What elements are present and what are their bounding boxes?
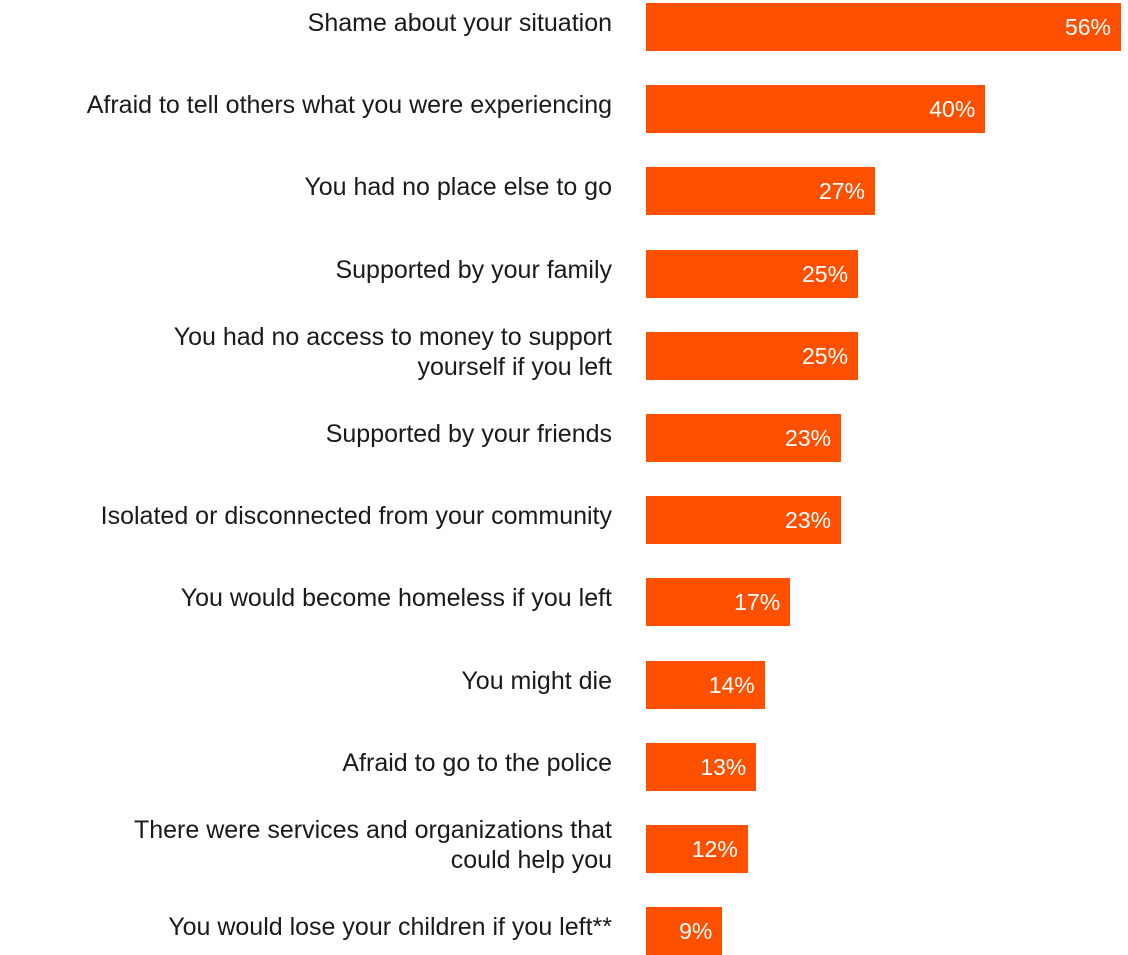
bar: [646, 742, 757, 791]
category-label-line: You might die: [461, 666, 612, 695]
bar: [646, 578, 791, 627]
bar-value-label: 40%: [929, 96, 976, 123]
category-label-line: yourself if you left: [417, 352, 612, 381]
bar: [646, 3, 1121, 51]
bar-value-label: 12%: [691, 836, 738, 862]
category-label-line: could help you: [450, 846, 612, 874]
bar: [646, 660, 765, 709]
category-label-line: You had no access to money to support: [173, 322, 612, 351]
category-label: You might die: [0, 666, 612, 696]
bar-value-label: 25%: [802, 260, 849, 287]
category-label-line: There were services and organizations th…: [133, 816, 612, 844]
bar-value-label: 14%: [708, 671, 755, 698]
category-label: You had no place else to go: [0, 172, 612, 202]
category-label-line: Isolated or disconnected from your commu…: [100, 502, 612, 531]
category-label: You would become homeless if you left: [0, 583, 612, 613]
bar: [646, 249, 859, 298]
category-label-line: Shame about your situation: [307, 9, 612, 37]
category-label: Afraid to go to the police: [0, 748, 612, 778]
bar-value-label: 17%: [734, 589, 781, 616]
category-label-line: Afraid to go to the police: [342, 748, 612, 777]
bar-value-label: 9%: [679, 918, 713, 945]
category-label-line: You had no place else to go: [304, 173, 612, 202]
category-label: Supported by your friends: [0, 419, 612, 449]
category-label: Isolated or disconnected from your commu…: [0, 501, 612, 531]
category-label-line: You would become homeless if you left: [180, 584, 612, 613]
bar-value-label: 23%: [785, 507, 832, 534]
bar-value-label: 23%: [785, 425, 832, 451]
bar: [646, 331, 859, 380]
category-label-line: You would lose your children if you left…: [168, 913, 612, 942]
category-label-line: Afraid to tell others what you were expe…: [86, 91, 612, 120]
category-label: Shame about your situation: [0, 8, 612, 38]
category-label: You had no access to money to support you…: [0, 322, 612, 382]
bar: [646, 825, 748, 873]
bar: [646, 167, 876, 216]
category-label: There were services and organizations th…: [0, 815, 612, 875]
category-label-line: Supported by your friends: [325, 420, 612, 448]
category-label: Afraid to tell others what you were expe…: [0, 90, 612, 120]
bar-value-label: 56%: [1064, 14, 1111, 40]
bar: [646, 414, 842, 462]
category-label: Supported by your family: [0, 255, 612, 285]
category-label-line: Supported by your family: [335, 255, 612, 284]
bar-value-label: 13%: [700, 753, 747, 780]
bar-value-label: 25%: [802, 342, 849, 369]
bar: [646, 85, 986, 134]
category-label: You would lose your children if you left…: [0, 912, 612, 942]
bar: [646, 907, 723, 955]
bar: [646, 496, 842, 545]
bar-value-label: 27%: [818, 178, 866, 205]
